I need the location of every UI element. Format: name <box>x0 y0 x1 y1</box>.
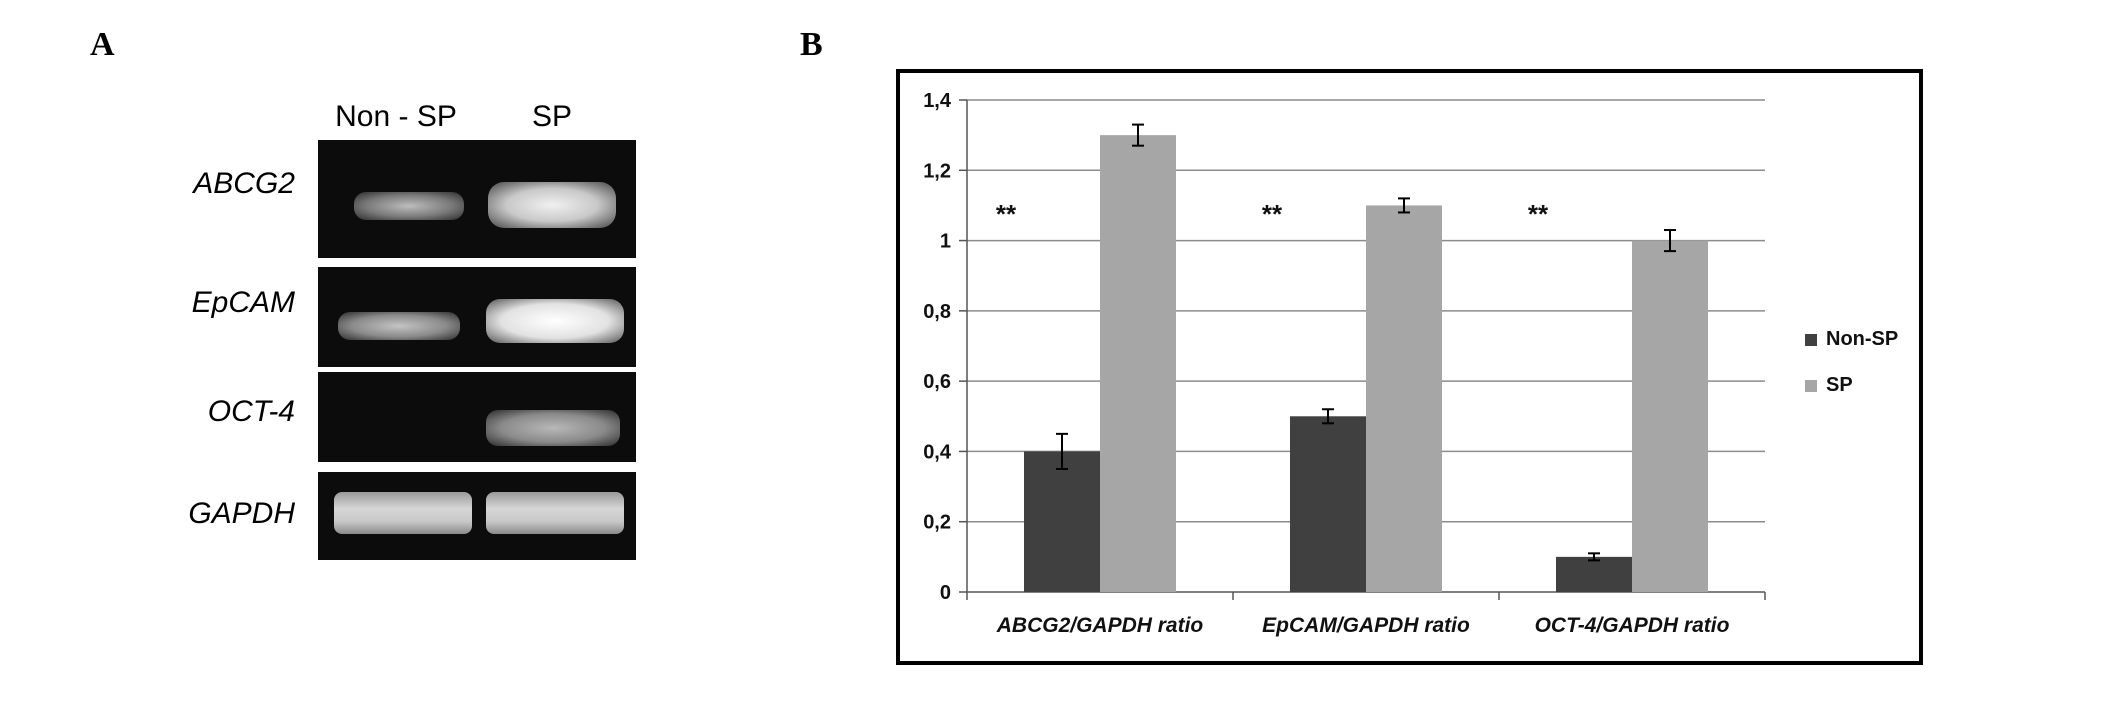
gel-strip-epcam <box>318 267 636 367</box>
y-tick-label: 1,4 <box>923 90 952 112</box>
band-gapdh-non-sp <box>334 492 472 534</box>
bar-chart: 0 0,2 0,4 0,6 0,8 1 1,2 1,4 ** ABCG2/GAPDH ratio *… <box>923 90 1898 637</box>
legend-label-non-sp: Non-SP <box>1826 328 1898 350</box>
band-epcam-non-sp <box>338 312 460 340</box>
y-tick-label: 0,2 <box>923 512 951 534</box>
y-tick-label: 0 <box>940 582 951 604</box>
band-gapdh-sp <box>486 492 624 534</box>
band-abcg2-non-sp <box>354 192 464 220</box>
bar-sp <box>1632 240 1708 593</box>
y-tick-label: 1,2 <box>923 160 951 182</box>
gel-strip-abcg2 <box>318 140 636 258</box>
x-category-label: EpCAM/GAPDH ratio <box>1262 614 1470 637</box>
gene-label-gapdh: GAPDH <box>188 497 295 530</box>
legend-swatch-sp <box>1805 380 1817 392</box>
significance-label: ** <box>1528 199 1549 229</box>
legend-label-sp: SP <box>1826 374 1853 396</box>
y-tick-label: 0,4 <box>923 441 952 463</box>
bar-non-sp <box>1556 556 1632 592</box>
bar-sp <box>1100 135 1176 592</box>
bar-sp <box>1366 205 1442 592</box>
gel-strip-oct4 <box>318 372 636 462</box>
gel-electrophoresis-panel: Non - SP SP ABCG2 EpCAM OCT-4 GAPDH <box>0 0 700 709</box>
bar-non-sp <box>1024 451 1100 592</box>
significance-label: ** <box>996 199 1017 229</box>
y-tick-label: 0,8 <box>923 301 951 323</box>
bar-chart-frame: 0 0,2 0,4 0,6 0,8 1 1,2 1,4 ** ABCG2/GAPDH ratio *… <box>896 69 1923 665</box>
bar-non-sp <box>1290 416 1366 592</box>
significance-label: ** <box>1262 199 1283 229</box>
legend-swatch-non-sp <box>1805 334 1817 346</box>
band-oct4-sp <box>486 410 620 446</box>
lane-label-sp: SP <box>531 100 573 133</box>
gel-strip-gapdh <box>318 472 636 560</box>
lane-label-non-sp: Non - SP <box>335 100 457 133</box>
band-abcg2-sp <box>488 182 616 228</box>
x-category-label: OCT-4/GAPDH ratio <box>1535 614 1730 637</box>
x-category-label: ABCG2/GAPDH ratio <box>996 614 1204 637</box>
band-epcam-sp <box>486 299 624 343</box>
panel-b-label: B <box>800 26 823 63</box>
gene-label-abcg2: ABCG2 <box>193 167 295 200</box>
gene-label-epcam: EpCAM <box>191 286 295 319</box>
gene-label-oct4: OCT-4 <box>207 395 295 428</box>
y-tick-label: 1 <box>940 231 951 253</box>
y-tick-label: 0,6 <box>923 371 951 393</box>
panel-a-label: A <box>90 26 115 63</box>
